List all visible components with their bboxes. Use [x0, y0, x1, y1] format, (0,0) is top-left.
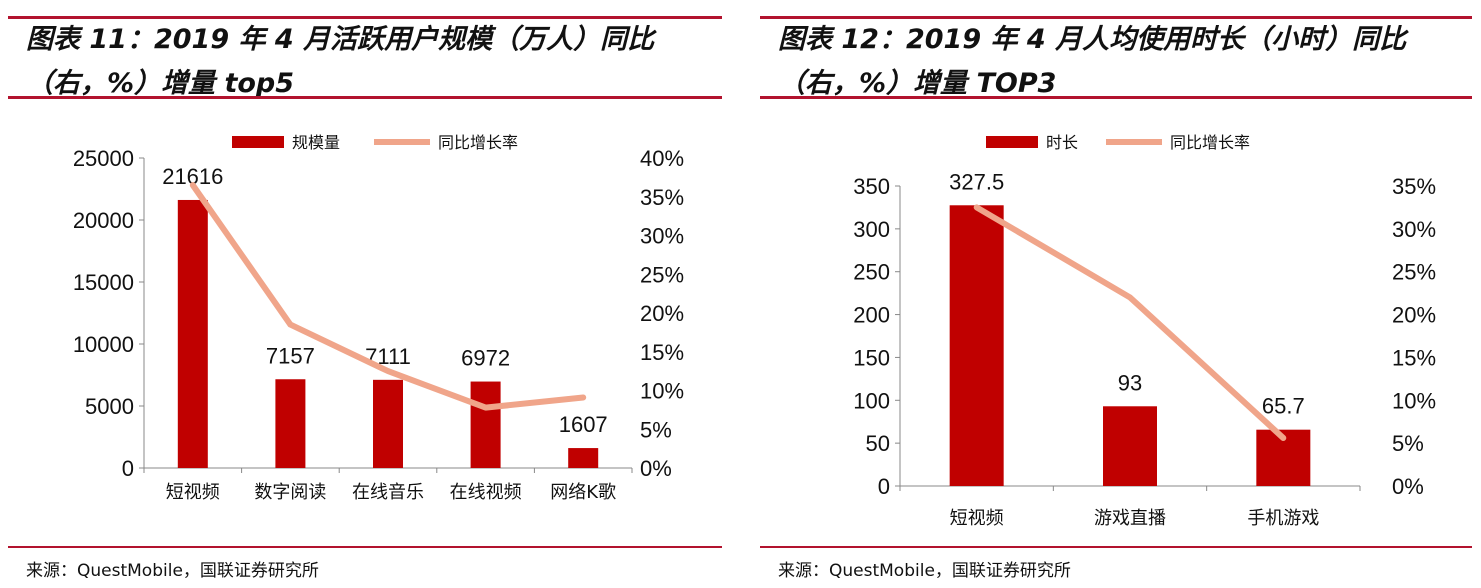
y-left-tick-label: 15000 — [73, 270, 134, 295]
data-label: 1607 — [559, 412, 608, 437]
source-note: 来源：QuestMobile，国联证券研究所 — [778, 561, 1071, 581]
y-right-tick-label: 0% — [640, 456, 672, 481]
y-right-tick-label: 0% — [1392, 474, 1424, 499]
bar-在线视频 — [470, 381, 501, 468]
y-right-tick-label: 20% — [640, 301, 684, 326]
y-right-tick-label: 30% — [640, 224, 684, 249]
x-tick-label: 游戏直播 — [1094, 508, 1166, 529]
bar-在线音乐 — [373, 379, 403, 468]
y-right-tick-label: 20% — [1392, 303, 1436, 328]
chart-area: 0 5000 10000 15000 20000 25000 0% 5% 10% 15% 20% 25… — [73, 133, 684, 503]
y-left-tick-label: 150 — [853, 345, 890, 370]
y-right-tick-label: 40% — [640, 146, 684, 171]
title-underline — [760, 96, 1472, 99]
chart-title: 图表 11：2019 年 4 月活跃用户规模（万人）同比（右，%）增量 top5 — [26, 24, 655, 99]
y-left-tick-label: 100 — [853, 388, 890, 413]
bottom-rule — [760, 546, 1472, 548]
legend-label-line: 同比增长率 — [438, 133, 518, 152]
x-tick-label: 网络K歌 — [550, 482, 616, 503]
y-right-tick-label: 10% — [1392, 388, 1436, 413]
legend-label-line: 同比增长率 — [1170, 133, 1250, 152]
chart-panel-left: 图表 11：2019 年 4 月活跃用户规模（万人）同比（右，%）增量 top5… — [8, 0, 722, 588]
y-right-tick-label: 15% — [640, 340, 684, 365]
top-rule — [760, 16, 1472, 19]
y-right-tick-label: 25% — [1392, 260, 1436, 285]
legend-label-bar: 规模量 — [292, 133, 340, 152]
y-left-tick-label: 250 — [853, 260, 890, 285]
legend-label-bar: 时长 — [1046, 133, 1078, 152]
y-left-tick-label: 5000 — [85, 394, 134, 419]
y-left-tick-label: 200 — [853, 303, 890, 328]
title-underline — [8, 96, 722, 99]
y-right-tick-label: 30% — [1392, 217, 1436, 242]
y-right-tick-label: 35% — [1392, 174, 1436, 199]
series-line-growth-rate — [189, 182, 587, 411]
bar-游戏直播 — [1103, 406, 1157, 486]
x-tick-label: 在线视频 — [450, 482, 522, 503]
y-left-tick-label: 350 — [853, 174, 890, 199]
y-right-tick-label: 35% — [640, 185, 684, 210]
data-label: 93 — [1118, 370, 1142, 395]
y-left-tick-label: 20000 — [73, 208, 134, 233]
legend-swatch-bar — [986, 136, 1038, 148]
bar-短视频 — [949, 205, 1004, 486]
bottom-rule — [8, 546, 722, 548]
y-right-tick-label: 5% — [1392, 431, 1424, 456]
bar-网络K歌 — [568, 448, 599, 468]
x-tick-label: 短视频 — [166, 482, 220, 503]
x-tick-label: 在线音乐 — [352, 482, 424, 503]
y-left-tick-label: 0 — [878, 474, 890, 499]
chart-area: 0 50 100 150 200 250 300 350 0% 5% 10% 15% 20% 25% 30%… — [853, 133, 1436, 529]
y-left-tick-label: 0 — [122, 456, 134, 481]
chart-panel-right: 图表 12：2019 年 4 月人均使用时长（小时）同比（右，%）增量 TOP3… — [760, 0, 1472, 588]
data-label: 7157 — [266, 343, 315, 368]
legend-swatch-bar — [232, 136, 284, 148]
data-label: 65.7 — [1262, 394, 1305, 419]
x-tick-label: 短视频 — [950, 508, 1004, 529]
bar-短视频 — [177, 199, 208, 468]
data-label: 6972 — [461, 346, 510, 371]
bar-数字阅读 — [275, 379, 306, 468]
y-left-tick-label: 50 — [866, 431, 890, 456]
y-right-tick-label: 10% — [640, 379, 684, 404]
top-rule — [8, 16, 722, 19]
x-tick-label: 数字阅读 — [254, 482, 326, 503]
source-note: 来源：QuestMobile，国联证券研究所 — [26, 561, 319, 581]
y-left-tick-label: 25000 — [73, 146, 134, 171]
data-label: 327.5 — [949, 169, 1004, 194]
x-tick-label: 手机游戏 — [1247, 508, 1319, 529]
series-line-growth-rate — [973, 204, 1287, 441]
y-left-tick-label: 10000 — [73, 332, 134, 357]
chart-title: 图表 12：2019 年 4 月人均使用时长（小时）同比（右，%）增量 TOP3 — [778, 24, 1407, 99]
y-left-tick-label: 300 — [853, 217, 890, 242]
y-right-tick-label: 25% — [640, 262, 684, 287]
y-right-tick-label: 5% — [640, 417, 672, 442]
y-right-tick-label: 15% — [1392, 345, 1436, 370]
